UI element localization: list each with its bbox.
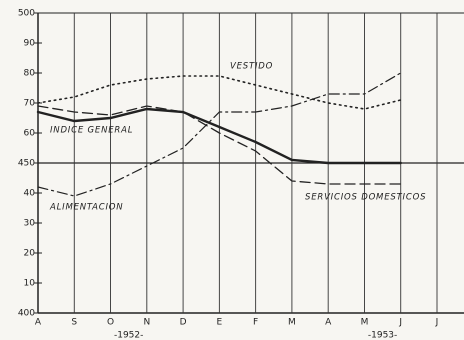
y-tick-label: 20 — [24, 249, 36, 259]
x-tick-label: M — [288, 318, 296, 328]
x-tick-label: F — [253, 318, 258, 328]
y-tick-label: 500 — [18, 9, 35, 19]
series-line — [37, 72, 402, 197]
x-tick-label: O — [107, 318, 114, 328]
series-label: SERVICIOS DOMESTICOS — [305, 193, 426, 203]
y-tick-label: 70 — [24, 99, 36, 109]
y-tick-label: 80 — [24, 69, 36, 79]
x-tick-label: D — [180, 318, 187, 328]
y-tick-label: 450 — [18, 159, 35, 169]
x-tick-label: E — [217, 318, 223, 328]
series-line — [37, 75, 402, 110]
x-tick-label: A — [35, 318, 42, 328]
y-tick-label: 10 — [24, 279, 36, 289]
x-tick-label: J — [398, 318, 402, 328]
y-tick-label: 30 — [24, 219, 36, 229]
series-label: INDICE GENERAL — [50, 126, 133, 136]
year-label: -1952- — [114, 331, 143, 340]
x-tick-label: S — [71, 318, 77, 328]
y-tick-label: 90 — [24, 39, 36, 49]
y-tick-label: 400 — [18, 309, 35, 319]
x-tick-label: A — [325, 318, 332, 328]
x-tick-label: J — [435, 318, 439, 328]
series-line — [36, 107, 402, 165]
x-tick-label: N — [143, 318, 150, 328]
x-tick-label: M — [361, 318, 369, 328]
y-tick-label: 60 — [24, 129, 36, 139]
y-tick-label: 40 — [24, 189, 36, 199]
series-line — [37, 105, 402, 185]
series-label: VESTIDO — [230, 62, 273, 72]
series-label: ALIMENTACION — [49, 203, 123, 213]
year-label: -1953- — [368, 331, 397, 340]
